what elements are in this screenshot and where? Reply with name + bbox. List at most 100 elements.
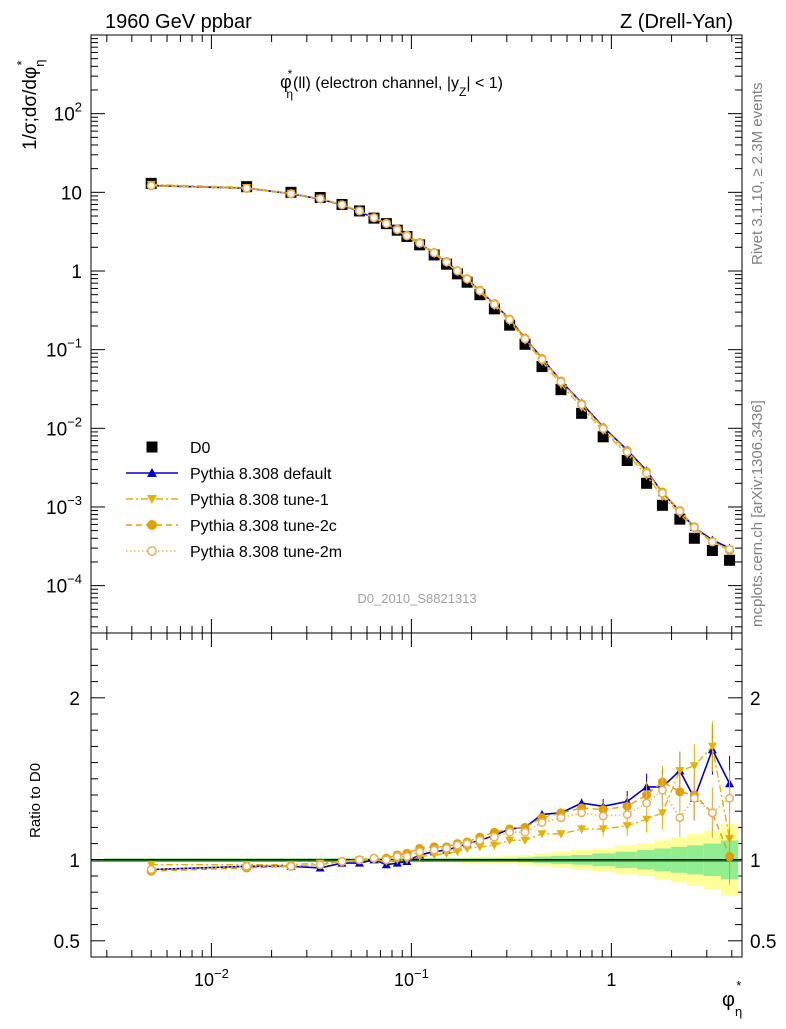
data-point [286,189,296,199]
ratio-point [675,767,685,776]
x-tick-label: 1 [606,970,616,990]
ratio-point [642,798,652,808]
ratio-point [489,841,499,850]
ratio-point [429,845,439,855]
ratio-point [505,827,515,837]
ratio-point [689,793,699,803]
data-point [392,225,402,235]
y-tick-label-ratio: 2 [69,689,80,710]
ratio-point [675,813,685,823]
ratio-point [707,808,717,818]
ratio-point [622,822,632,831]
ratio-point [520,827,530,837]
data-point [707,537,717,547]
ratio-point [537,830,547,839]
main-title: φ* η(ll) (electron channel, |yZ| < 1) [280,67,503,101]
header-left: 1960 GeV ppbar [105,11,252,33]
ratio-point [415,847,425,857]
data-point [315,194,325,204]
ratio-point [675,787,685,797]
ratio-point [369,853,379,863]
data-point [656,499,668,511]
ratio-point [622,809,632,819]
header-right: Z (Drell-Yan) [620,11,733,33]
ratio-line [151,789,731,871]
y-tick-label-ratio-right: 2 [750,689,761,710]
legend-marker [147,468,157,477]
data-point [337,200,347,210]
series-pythia-8-308-tune-2m [146,181,735,554]
y-tick-label-main: 10 [61,183,82,204]
ratio-point [689,762,699,771]
data-point [442,257,452,267]
data-point [657,488,667,498]
data-point [242,183,252,193]
analysis-id: D0_2010_S8821313 [357,591,476,606]
data-point [577,400,587,410]
data-point [688,532,700,544]
ratio-point [442,844,452,853]
data-point [621,454,633,466]
data-point [642,468,652,478]
ratio-point [657,785,667,795]
ratio-point [505,836,515,845]
data-point [355,206,364,216]
ratio-ylabel: Ratio to D0 [27,763,44,838]
ratio-point [286,861,296,871]
ratio-point [337,856,347,866]
ratio-point [242,861,252,871]
ratio-point [462,839,472,849]
data-point [597,431,609,443]
y-tick-label-ratio: 1 [69,851,80,872]
legend-label: Pythia 8.308 tune-1 [190,492,329,509]
data-point [381,219,391,229]
data-point [369,213,379,223]
ratio-point [475,843,485,852]
ratio-point [381,855,391,865]
y-tick-label-ratio-right: 1 [750,851,761,872]
legend-label: Pythia 8.308 tune-2c [190,518,337,535]
y-tick-label-main: 1 [71,262,82,283]
data-point [674,513,686,525]
y-tick-label-main: 10−1 [46,336,82,362]
ratio-point [146,865,156,874]
main-panel-frame [90,34,743,634]
data-point [453,266,462,276]
data-point [146,181,156,190]
data-point [641,477,653,489]
ratio-point [402,852,412,862]
ratio-point [355,855,364,865]
rivet-label: Rivet 3.1.10, ≥ 2.3M events [749,83,766,266]
y-tick-label-main: 10−3 [46,493,82,519]
x-tick-label: 10−1 [394,966,429,990]
data-point [725,544,735,554]
ratio-point [537,818,547,827]
ratio-point [657,809,667,818]
ratio-point [452,848,462,857]
data-point [536,361,548,373]
legend-marker [146,441,158,453]
ratio-point [489,832,499,842]
ratio-point [725,852,735,862]
data-point [675,506,685,516]
ratio-point [577,808,587,818]
ratio-point [520,836,530,845]
series-line [151,183,730,550]
ratio-point [475,835,485,845]
legend-label: Pythia 8.308 default [190,466,332,483]
data-point [556,377,566,387]
data-point [555,384,567,396]
data-point [576,407,588,419]
data-point [598,424,608,434]
legend-marker [147,546,157,556]
ratio-point [453,840,462,850]
data-point [724,554,736,566]
data-point [520,334,530,344]
data-point [475,286,485,296]
ratio-series-pythia-8-308-tune-2m [146,770,735,874]
ratio-point [707,742,717,751]
y-tick-label-ratio-right: 0.5 [750,932,776,953]
ratio-point [725,793,735,803]
legend-label: Pythia 8.308 tune-2m [190,544,342,561]
